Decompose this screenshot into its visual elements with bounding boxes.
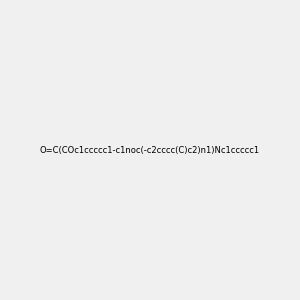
Text: O=C(COc1ccccc1-c1noc(-c2cccc(C)c2)n1)Nc1ccccc1: O=C(COc1ccccc1-c1noc(-c2cccc(C)c2)n1)Nc1… — [40, 146, 260, 154]
